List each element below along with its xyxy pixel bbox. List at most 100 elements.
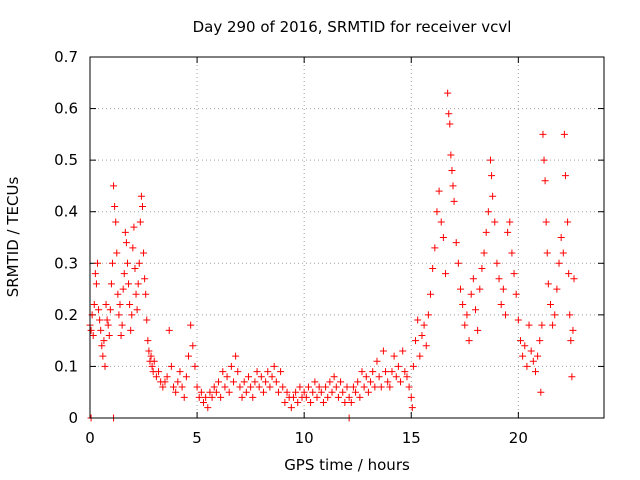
data-point <box>356 393 364 401</box>
data-point <box>514 316 522 324</box>
data-points <box>86 89 578 422</box>
data-point <box>113 249 121 257</box>
data-point <box>132 290 140 298</box>
data-point <box>123 259 131 267</box>
y-tick-label: 0.7 <box>54 48 78 66</box>
data-point <box>480 249 488 257</box>
data-point <box>125 280 133 288</box>
grid <box>90 57 604 418</box>
data-point <box>315 383 323 391</box>
data-point <box>234 368 242 376</box>
data-point <box>326 378 334 386</box>
data-point <box>172 388 180 396</box>
data-point <box>486 156 494 164</box>
data-point <box>294 399 302 407</box>
data-point <box>101 362 109 370</box>
data-point <box>289 393 297 401</box>
y-tick-label: 0.1 <box>54 357 78 375</box>
data-point <box>266 383 274 391</box>
data-point <box>116 301 124 309</box>
data-point <box>354 378 362 386</box>
data-point <box>130 223 138 231</box>
data-point <box>140 249 148 257</box>
data-point <box>343 383 351 391</box>
data-point <box>570 275 578 283</box>
data-point <box>565 270 573 278</box>
data-point <box>564 218 572 226</box>
data-point <box>93 259 101 267</box>
data-point <box>253 368 261 376</box>
data-point <box>371 383 379 391</box>
y-axis-label: SRMTID / TECUs <box>4 177 22 298</box>
data-point <box>392 373 400 381</box>
data-point <box>141 275 149 283</box>
data-point <box>212 388 220 396</box>
data-point <box>538 321 546 329</box>
data-point <box>555 259 563 267</box>
data-point <box>270 362 278 370</box>
data-point <box>187 321 195 329</box>
data-point <box>337 378 345 386</box>
data-point <box>544 280 552 288</box>
data-point <box>521 342 529 350</box>
data-point <box>102 301 110 309</box>
data-point <box>435 187 443 195</box>
data-point <box>191 362 199 370</box>
data-point <box>454 259 462 267</box>
data-point <box>534 352 542 360</box>
data-point <box>159 383 167 391</box>
data-point <box>309 388 317 396</box>
data-point <box>195 393 203 401</box>
data-point <box>465 337 473 345</box>
data-point <box>488 172 496 180</box>
data-point <box>281 399 289 407</box>
data-point <box>111 203 119 211</box>
data-point <box>412 337 420 345</box>
data-point <box>484 208 492 216</box>
data-point <box>247 383 255 391</box>
x-tick-label: 15 <box>402 429 421 447</box>
data-point <box>373 357 381 365</box>
data-point <box>349 383 357 391</box>
data-point <box>499 285 507 293</box>
data-point <box>352 388 360 396</box>
data-point <box>268 373 276 381</box>
data-point <box>272 378 280 386</box>
data-point <box>319 399 327 407</box>
data-point <box>510 270 518 278</box>
data-point <box>232 352 240 360</box>
data-point <box>461 321 469 329</box>
data-point <box>367 378 375 386</box>
data-point <box>472 306 479 314</box>
data-point <box>543 249 551 257</box>
chart-title: Day 290 of 2016, SRMTID for receiver vcv… <box>193 18 512 36</box>
data-point <box>452 239 460 247</box>
data-point <box>126 301 134 309</box>
y-tick-label: 0 <box>68 409 78 427</box>
data-point <box>322 383 330 391</box>
data-point <box>147 352 155 360</box>
data-point <box>559 249 567 257</box>
data-point <box>546 301 554 309</box>
data-point <box>469 275 477 283</box>
data-point <box>446 120 454 128</box>
data-point <box>236 383 244 391</box>
data-point <box>217 393 225 401</box>
data-point <box>210 383 218 391</box>
data-point <box>114 290 122 298</box>
data-point <box>384 378 392 386</box>
data-point <box>202 393 210 401</box>
data-point <box>185 352 193 360</box>
data-point <box>292 388 300 396</box>
data-point <box>489 192 497 200</box>
data-point <box>197 388 205 396</box>
data-point <box>95 306 103 314</box>
data-point <box>219 368 227 376</box>
data-point <box>92 280 100 288</box>
data-point <box>302 393 310 401</box>
y-axis-ticks: 0 0.1 0.2 0.3 0.4 0.5 0.6 0.7 <box>54 48 604 427</box>
data-point <box>264 368 272 376</box>
data-point <box>407 393 415 401</box>
data-point <box>527 347 535 355</box>
